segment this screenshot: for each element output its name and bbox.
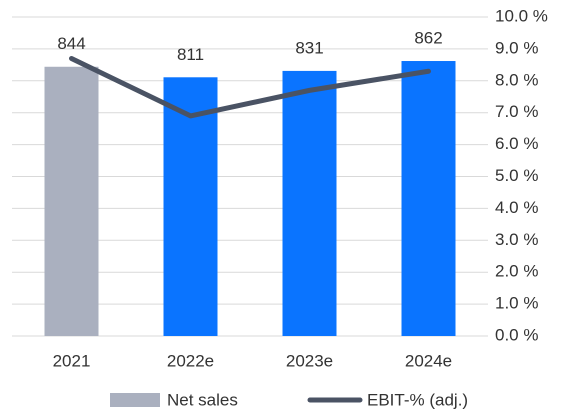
- x-tick-label: 2024e: [405, 351, 452, 370]
- data-label: 831: [295, 38, 323, 57]
- data-label: 862: [414, 29, 442, 48]
- x-tick-label: 2021: [53, 351, 91, 370]
- y2-tick-label: 5.0 %: [495, 166, 538, 185]
- y2-tick-label: 0.0 %: [495, 325, 538, 344]
- legend-label: EBIT-% (adj.): [367, 390, 468, 409]
- bar: [163, 77, 218, 336]
- y2-tick-label: 3.0 %: [495, 230, 538, 249]
- data-label: 811: [177, 45, 204, 64]
- y2-tick-label: 10.0 %: [495, 6, 548, 25]
- y2-tick-label: 8.0 %: [495, 70, 538, 89]
- x-tick-label: 2022e: [167, 351, 214, 370]
- x-tick-label: 2023e: [286, 351, 333, 370]
- y2-tick-label: 4.0 %: [495, 198, 538, 217]
- legend-label: Net sales: [167, 390, 238, 409]
- bar: [282, 70, 337, 336]
- data-label: 844: [57, 34, 85, 53]
- y2-tick-label: 2.0 %: [495, 262, 538, 281]
- y2-tick-label: 6.0 %: [495, 134, 538, 153]
- bar: [44, 66, 99, 336]
- line: [69, 55, 431, 119]
- y2-tick-label: 7.0 %: [495, 102, 538, 121]
- y2-tick-label: 9.0 %: [495, 38, 538, 57]
- legend-swatch: [110, 393, 160, 407]
- bar: [401, 61, 456, 336]
- y2-tick-label: 1.0 %: [495, 294, 538, 313]
